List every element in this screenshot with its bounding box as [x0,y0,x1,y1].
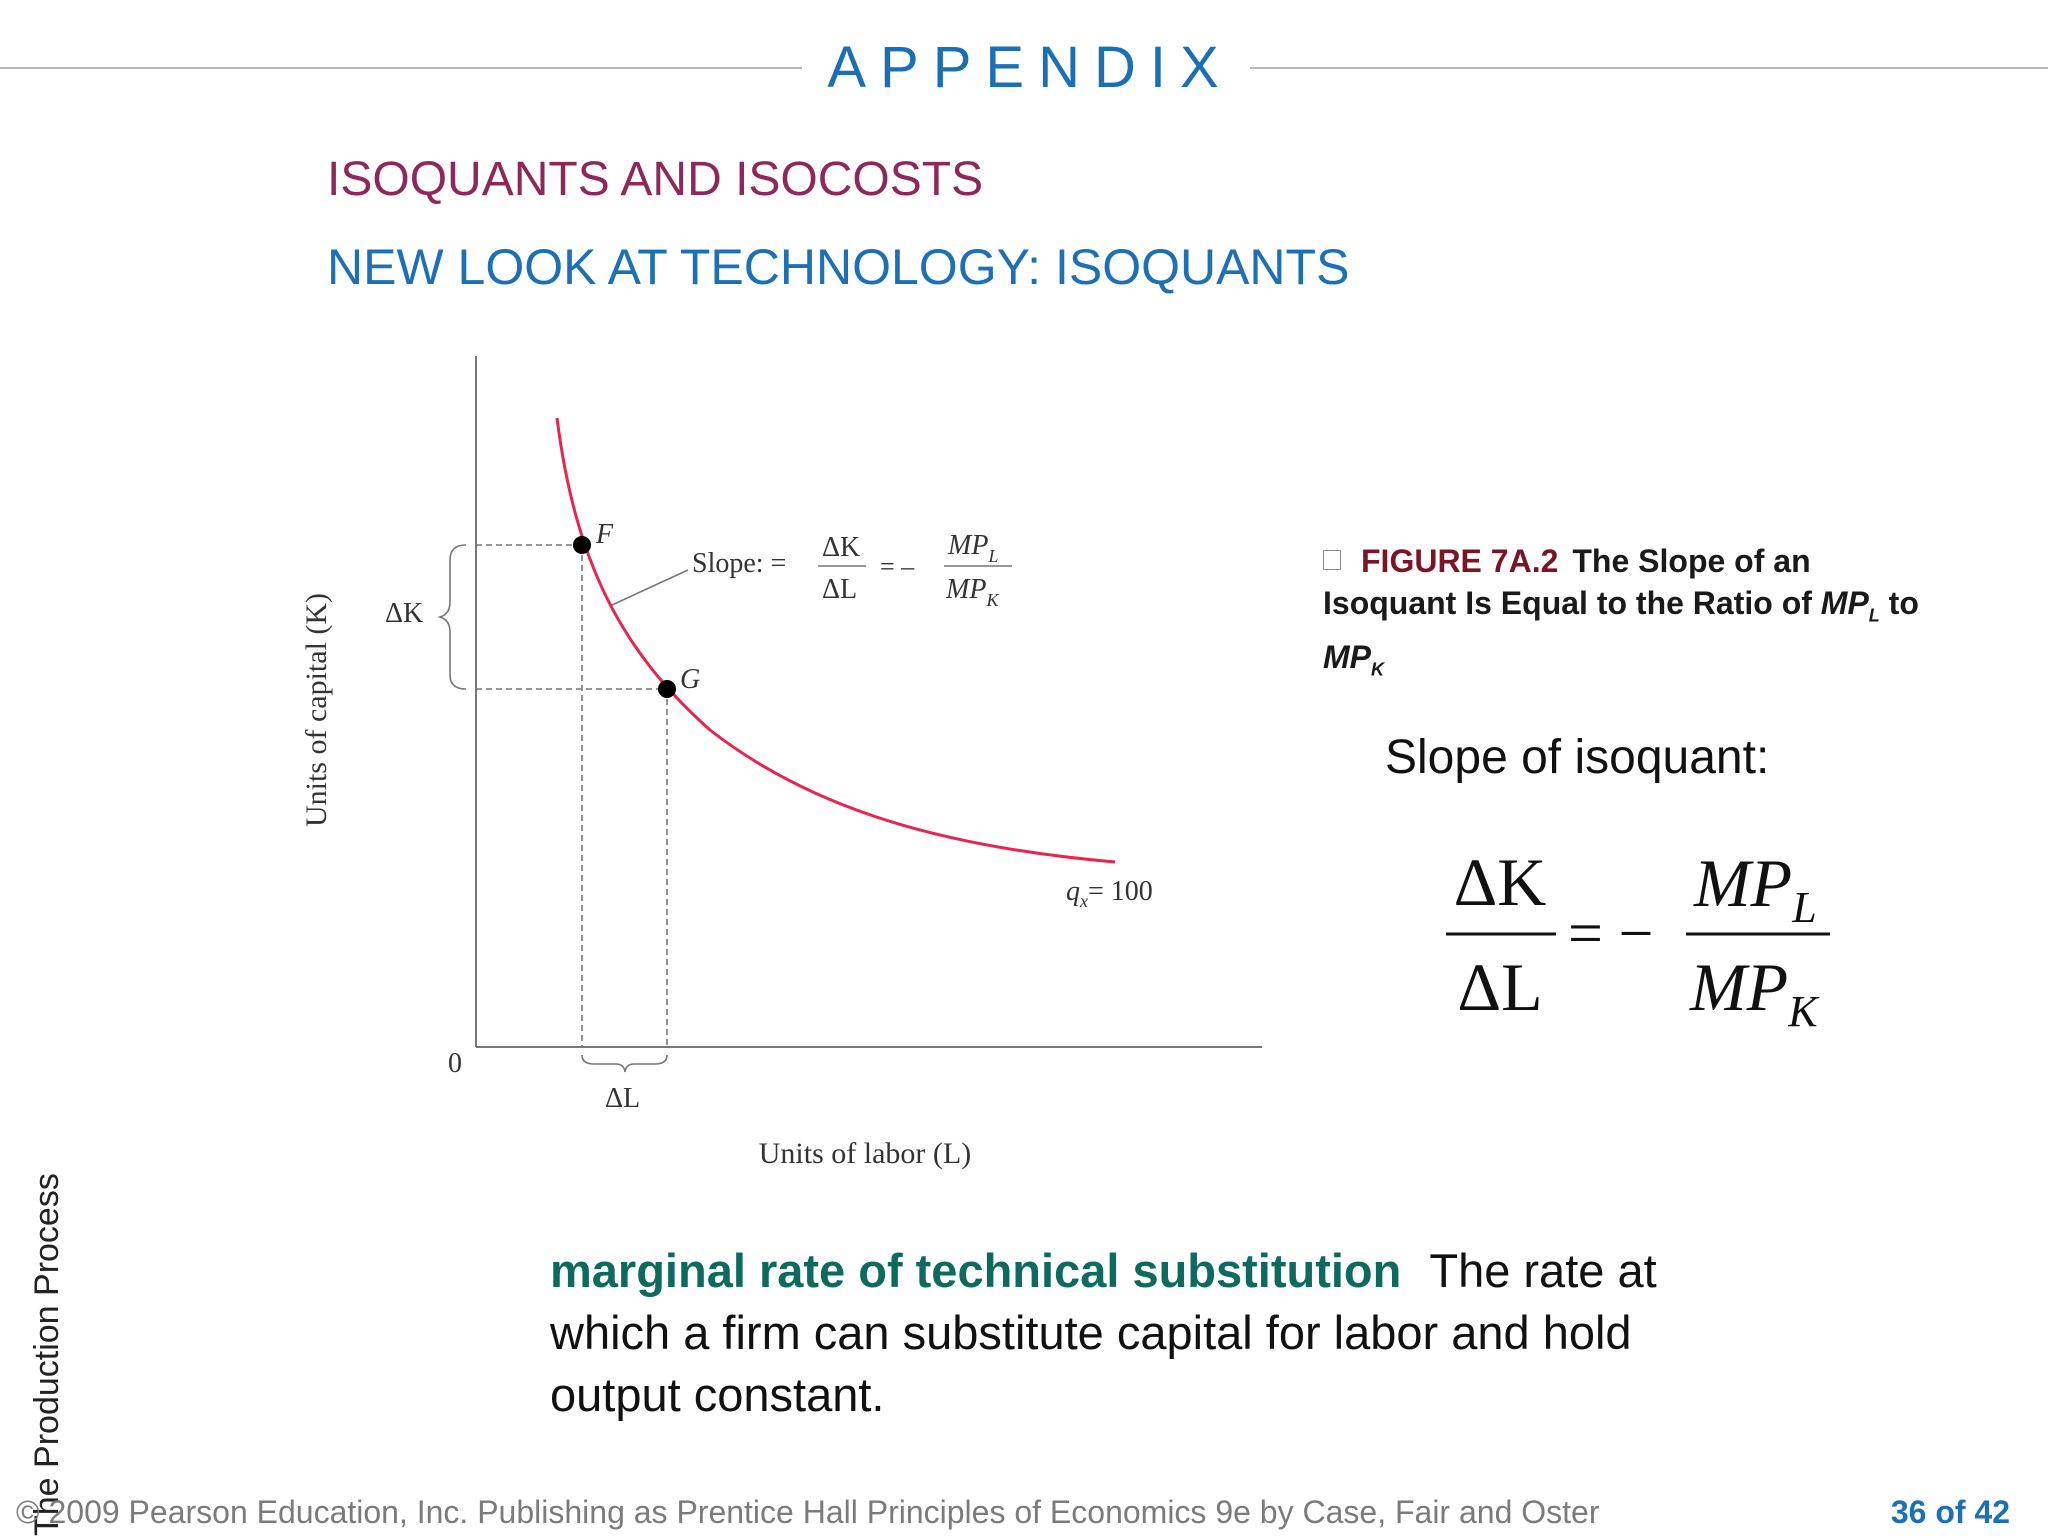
figure-number: FIGURE 7A.2 [1361,543,1559,579]
caption-mp-l: MPL [1820,585,1880,626]
header-rule-left [0,67,802,69]
header-rule-right [1250,67,2048,69]
slope-leader-line [611,569,689,606]
slope-equals-minus: = – [880,552,915,581]
slope-mpl: MPL [947,530,998,566]
subtitle: NEW LOOK AT TECHNOLOGY: ISOQUANTS [327,239,1350,295]
figure-caption: FIGURE 7A.2 The Slope of an Isoquant Is E… [1323,540,1943,691]
point-f-label: F [595,519,614,550]
point-f [573,536,591,554]
slope-heading: Slope of isoquant: [1385,731,1770,784]
definition-text: The rate at which a firm can substitute … [550,1244,1657,1421]
delta-l-brace [581,1054,668,1073]
definition-term: marginal rate of technical substitution [550,1244,1402,1297]
formula-den-left: ΔL [1457,949,1542,1025]
slope-numerator: ΔK [822,532,860,563]
slope-denominator: ΔL [822,574,857,605]
point-g-label: G [680,664,700,695]
side-chapter-text: The Production Process [28,1173,66,1536]
point-g [658,680,676,698]
delta-l-label: ΔL [605,1083,640,1114]
caption-to: to [1888,585,1919,621]
caption-bullet-icon [1323,550,1341,570]
x-axis-label: Units of labor (L) [759,1137,971,1170]
header-title: APPENDIX [827,35,1233,100]
delta-k-brace [437,544,467,690]
formula-num-left: ΔK [1454,844,1547,920]
mrts-formula: ΔK ΔL = − MPL MPK [1446,844,1830,1036]
formula-num-right: MPL [1693,845,1817,932]
section-title: ISOQUANTS AND ISOCOSTS [327,153,984,206]
y-axis-label: Units of capital (K) [300,593,333,827]
caption-mp-k: MPK [1323,639,1384,680]
page-number: 36 of 42 [1890,1494,2010,1530]
footer-copyright: © 2009 Pearson Education, Inc. Publishin… [16,1494,1600,1530]
delta-k-label: ΔK [385,598,423,629]
definition: marginal rate of technical substitution T… [550,1240,1710,1426]
slope-mpk: MPK [945,574,999,610]
caption-text: The Slope of an Isoquant Is Equal to the… [1323,543,1812,621]
curve-label: qx= 100 [1066,876,1153,911]
formula-equals-minus: = − [1568,900,1653,968]
origin-label: 0 [448,1048,462,1079]
slope-label: Slope: = [692,548,786,579]
dashed-guides [476,544,668,1047]
isoquant-graph: F G ΔK ΔL 0 Units of labor (L) Units of … [300,356,1262,1170]
formula-den-right: MPK [1689,949,1820,1036]
